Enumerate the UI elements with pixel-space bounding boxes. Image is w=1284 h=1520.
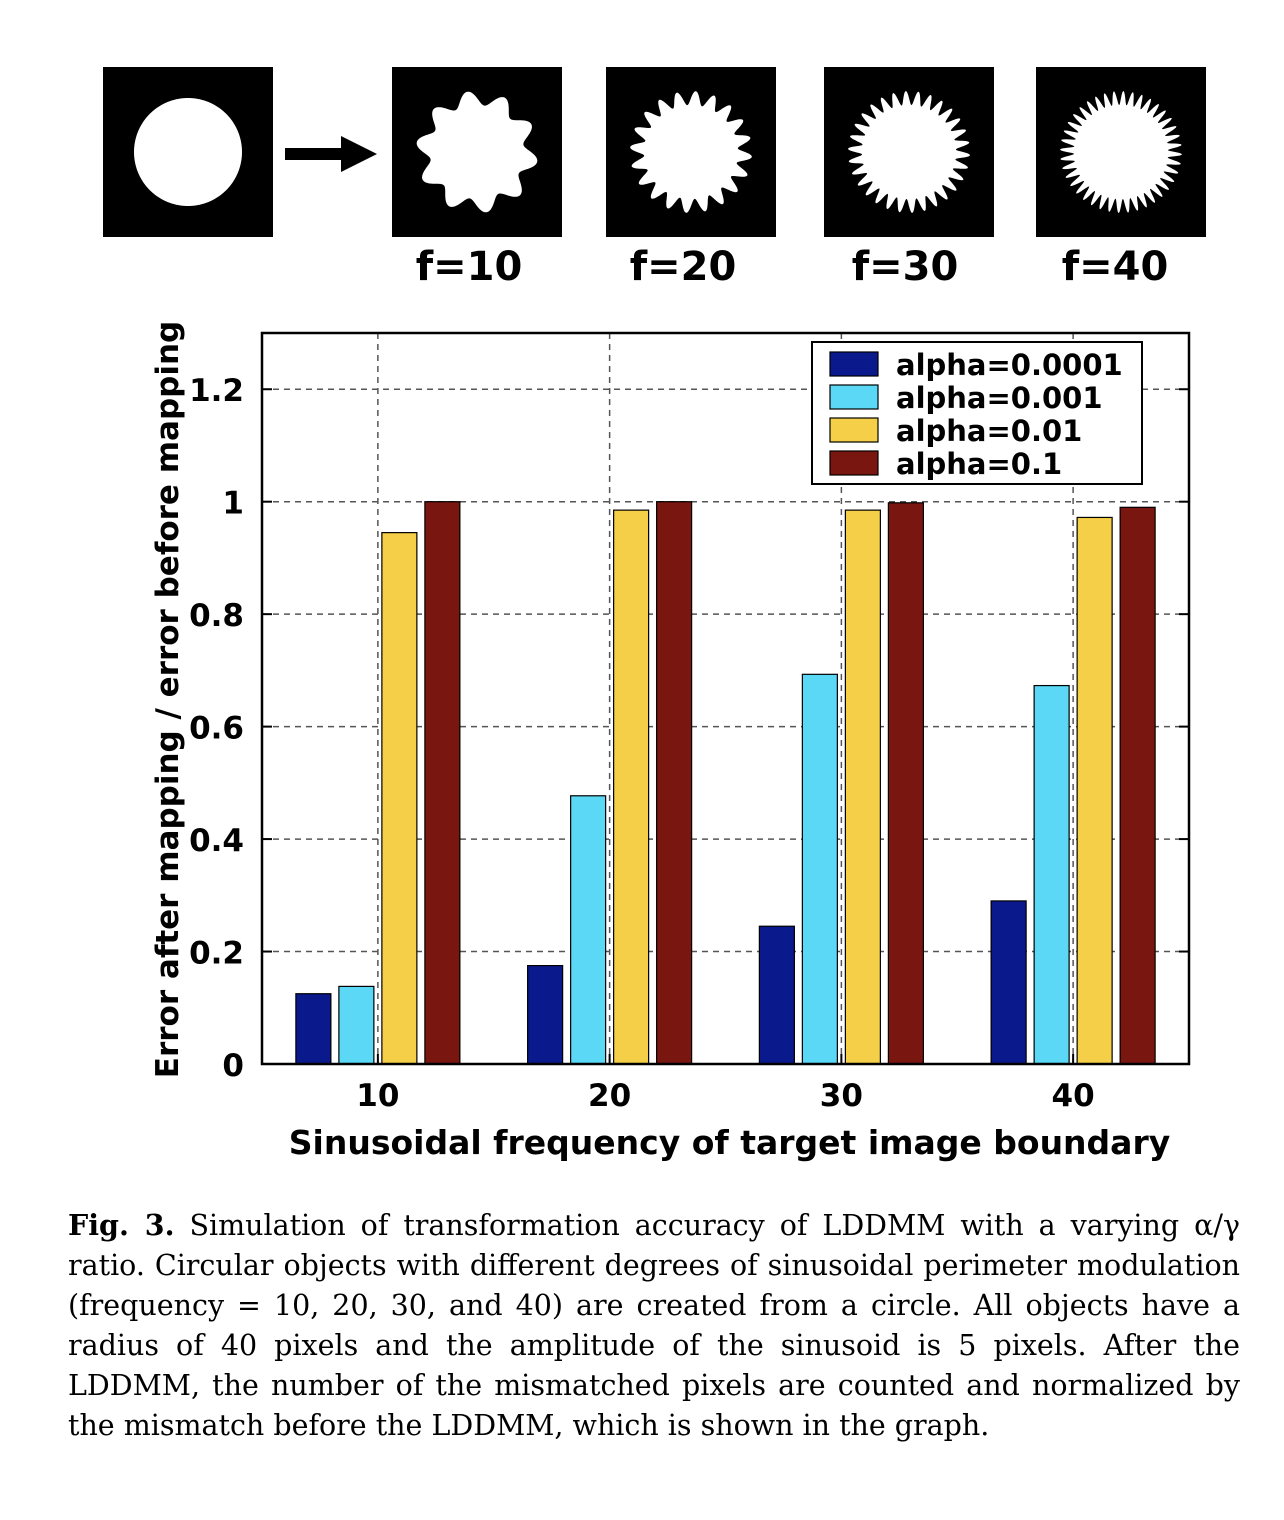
shape-f10 [392, 67, 562, 237]
bar-30-0 [758, 925, 795, 1065]
shape-f40 [1036, 67, 1206, 237]
bar-20-0 [527, 964, 564, 1065]
bar-20-3 [656, 501, 693, 1065]
shape-outline-1 [416, 91, 538, 213]
legend-swatch-3 [829, 450, 879, 476]
ytick-label: 0.2 [189, 936, 244, 972]
shape-svg-2 [630, 91, 752, 213]
legend-swatch-0 [829, 351, 879, 377]
shape-outline-4 [1060, 91, 1182, 213]
shape-f30 [824, 67, 994, 237]
legend-label-2: alpha=0.01 [896, 414, 1082, 448]
shape-svg-3 [848, 91, 970, 213]
caption-label: Fig. 3. [68, 1208, 175, 1242]
bar-40-0 [990, 900, 1027, 1065]
bar-chart: 0 0.2 0.4 0.6 0.8 1 1.2 10 20 30 40 Sinusoidal freq… [150, 321, 1191, 1162]
shape-outline-3 [848, 91, 970, 213]
xtick-label: 20 [588, 1078, 631, 1114]
bar-10-1 [338, 985, 375, 1065]
freq-label-40: f=40 [1061, 244, 1169, 290]
bar-30-3 [887, 502, 924, 1065]
figure-caption: Fig. 3. Simulation of transformation acc… [68, 1205, 1240, 1446]
bar-30-1 [801, 673, 838, 1065]
bar-30-2 [844, 509, 881, 1065]
legend-swatch-1 [829, 384, 879, 410]
legend-label-0: alpha=0.0001 [896, 348, 1123, 382]
bar-20-1 [570, 795, 607, 1065]
xtick-label: 30 [820, 1078, 863, 1114]
xtick-label: 40 [1052, 1078, 1095, 1114]
shape-circle [103, 67, 273, 237]
caption-text: Simulation of transformation accuracy of… [68, 1209, 1240, 1442]
ytick-label: 0.6 [189, 711, 244, 747]
freq-label-30: f=30 [851, 244, 959, 290]
shape-outline-2 [630, 91, 752, 213]
freq-label-20: f=20 [629, 244, 737, 290]
bar-10-3 [424, 501, 461, 1065]
y-axis-label: Error after mapping / error before mappi… [150, 321, 186, 1078]
shape-svg-4 [1060, 91, 1182, 213]
freq-label-10: f=10 [415, 244, 523, 290]
shape-svg-0 [134, 98, 242, 206]
shape-f20 [606, 67, 776, 237]
x-axis-label: Sinusoidal frequency of target image bou… [289, 1123, 1170, 1162]
legend-swatch-2 [829, 417, 879, 443]
shape-outline-0 [134, 98, 242, 206]
bar-40-3 [1119, 506, 1156, 1065]
bar-20-2 [613, 509, 650, 1065]
plot-frame [260, 331, 1191, 1066]
bar-40-2 [1076, 516, 1113, 1065]
ytick-label: 1.2 [189, 373, 244, 409]
ytick-label: 1 [222, 486, 244, 522]
bar-40-1 [1033, 684, 1070, 1065]
ytick-label: 0.8 [189, 598, 244, 634]
ytick-label: 0.4 [189, 823, 244, 859]
ytick-label: 0 [222, 1048, 244, 1084]
bar-10-2 [381, 532, 418, 1065]
legend-label-3: alpha=0.1 [896, 447, 1062, 481]
xtick-label: 10 [356, 1078, 399, 1114]
legend-label-1: alpha=0.001 [896, 381, 1103, 415]
bar-10-0 [295, 993, 332, 1065]
shape-svg-1 [416, 91, 538, 213]
arrow-right-icon [285, 136, 377, 172]
